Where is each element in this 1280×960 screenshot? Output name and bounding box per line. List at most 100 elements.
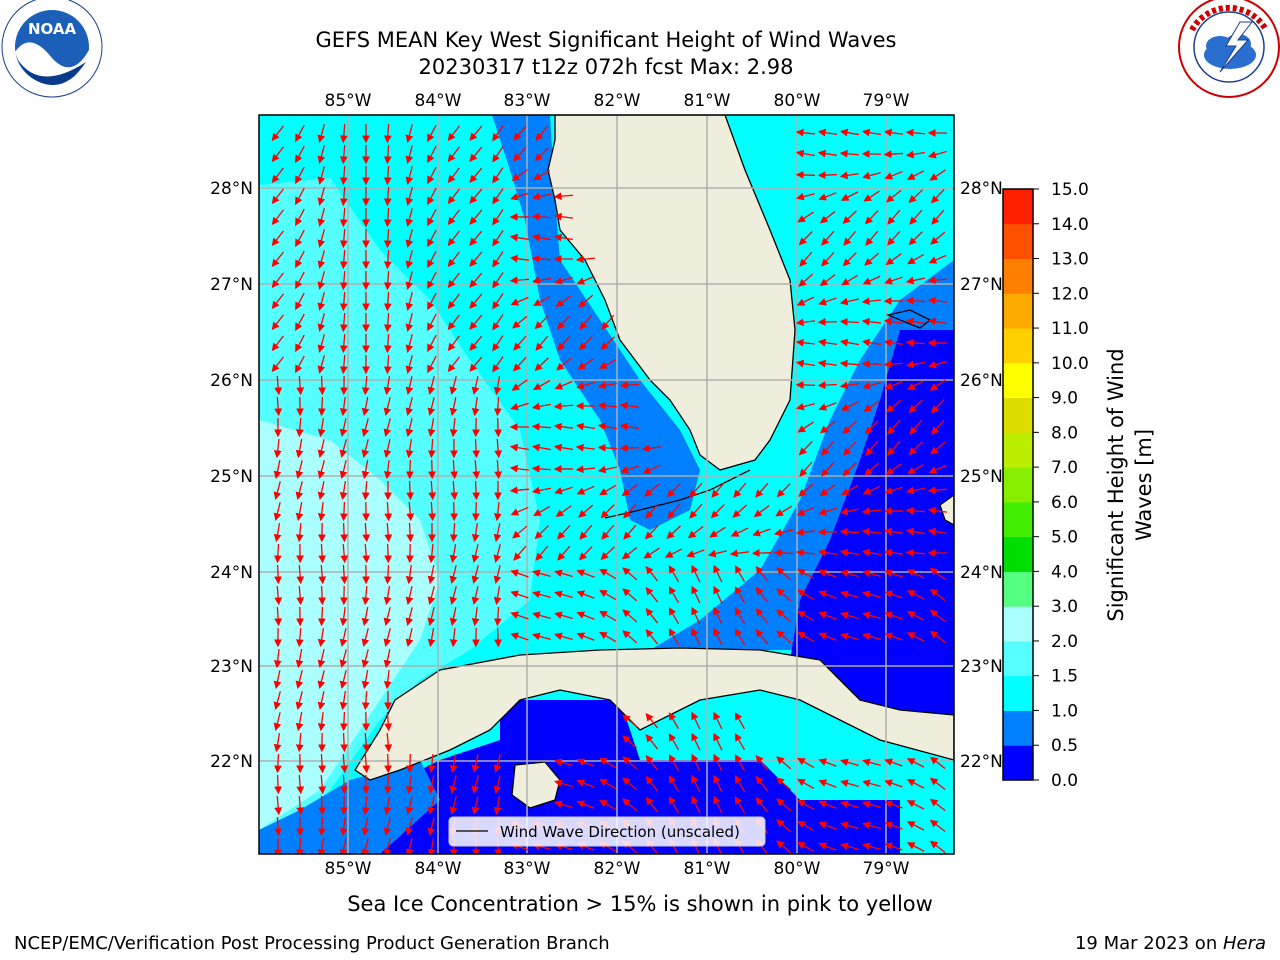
wave-direction-arrow	[734, 733, 746, 751]
wave-direction-arrow	[339, 396, 348, 417]
wave-direction-arrow	[884, 800, 903, 809]
wave-direction-arrow	[510, 402, 529, 411]
wave-direction-arrow	[493, 754, 502, 773]
colorbar-segment	[1003, 640, 1033, 677]
lon-label: 83°W	[504, 91, 551, 111]
colorbar-segment	[1003, 328, 1033, 364]
wave-direction-arrow	[509, 486, 530, 495]
wave-direction-arrow	[512, 525, 528, 539]
wave-direction-arrow	[339, 270, 348, 291]
wave-direction-arrow	[274, 795, 283, 816]
wave-direction-arrow	[339, 691, 348, 711]
wave-direction-arrow	[668, 754, 680, 772]
wave-direction-arrow	[450, 480, 459, 501]
colorbar-tick-label: 14.0	[1051, 215, 1089, 235]
wave-direction-arrow	[447, 251, 460, 268]
wave-direction-arrow	[450, 501, 458, 522]
wave-direction-arrow	[405, 250, 414, 269]
wave-direction-arrow	[427, 145, 437, 164]
wave-direction-arrow	[928, 150, 947, 159]
wave-direction-arrow	[755, 775, 769, 792]
wave-direction-arrow	[557, 524, 571, 540]
wave-direction-arrow	[361, 690, 370, 711]
wave-direction-arrow	[773, 528, 793, 537]
wave-direction-arrow	[383, 207, 392, 228]
wave-direction-arrow	[318, 564, 327, 585]
wave-direction-arrow	[428, 480, 437, 501]
wave-direction-arrow	[317, 418, 326, 438]
footer-credit: NCEP/EMC/Verification Post Processing Pr…	[14, 933, 610, 954]
wave-direction-arrow	[339, 838, 348, 854]
wave-direction-arrow	[553, 233, 573, 242]
wave-direction-arrow	[534, 357, 549, 372]
wave-direction-arrow	[361, 397, 370, 417]
wave-direction-arrow	[383, 628, 392, 647]
wave-direction-arrow	[494, 627, 502, 648]
wave-direction-arrow	[383, 564, 392, 585]
wave-direction-arrow	[317, 271, 326, 290]
wave-direction-arrow	[295, 691, 304, 710]
wave-direction-arrow	[271, 356, 285, 373]
wave-direction-arrow	[907, 463, 925, 475]
wave-direction-arrow	[383, 796, 392, 816]
wave-direction-arrow	[406, 459, 414, 480]
wave-direction-arrow	[427, 187, 437, 206]
colorbar-tick-label: 2.0	[1051, 632, 1078, 652]
wave-direction-arrow	[578, 504, 594, 518]
wave-direction-arrow	[471, 523, 480, 543]
wave-direction-arrow	[471, 754, 480, 774]
wave-direction-arrow	[361, 795, 370, 816]
wave-direction-arrow	[795, 359, 815, 368]
wave-direction-arrow	[645, 775, 659, 792]
wave-direction-arrow	[383, 123, 392, 144]
wave-direction-arrow	[713, 606, 723, 625]
wave-direction-arrow	[884, 569, 903, 578]
wave-direction-arrow	[447, 356, 460, 373]
wave-direction-arrow	[271, 230, 285, 247]
wave-direction-arrow	[492, 167, 504, 184]
wave-direction-arrow	[295, 670, 304, 689]
nws-logo	[1178, 0, 1280, 98]
wave-direction-arrow	[905, 486, 925, 495]
wave-direction-arrow	[840, 842, 859, 851]
wave-direction-arrow	[861, 297, 882, 306]
wave-direction-arrow	[469, 188, 483, 204]
wave-direction-arrow	[295, 124, 305, 143]
wave-direction-arrow	[295, 837, 304, 854]
wave-direction-arrow	[531, 443, 551, 452]
wave-direction-arrow	[818, 842, 837, 851]
chart-subtitle: 20230317 t12z 072h fcst Max: 2.98	[418, 55, 794, 79]
colorbar-tick-label: 1.0	[1051, 701, 1078, 721]
wave-direction-arrow	[472, 480, 481, 501]
wave-direction-arrow	[645, 586, 659, 603]
wave-direction-arrow	[929, 609, 946, 623]
wave-direction-arrow	[556, 357, 572, 371]
wave-direction-arrow	[796, 296, 815, 306]
wave-direction-arrow	[642, 464, 661, 474]
wave-direction-arrow	[776, 840, 792, 854]
colorbar-tick-label: 1.5	[1051, 667, 1078, 687]
wave-direction-arrow	[817, 149, 837, 158]
wave-direction-arrow	[339, 816, 348, 837]
wave-direction-arrow	[863, 190, 880, 202]
wave-direction-arrow	[295, 481, 304, 500]
wave-direction-arrow	[384, 732, 393, 753]
wave-direction-arrow	[909, 419, 923, 435]
wave-direction-arrow	[513, 545, 527, 561]
wave-direction-arrow	[361, 439, 370, 458]
colorbar-segment	[1003, 745, 1033, 781]
wave-direction-arrow	[906, 632, 925, 642]
wave-direction-arrow	[623, 503, 637, 519]
noaa-logo: NOAA	[1, 0, 103, 98]
wave-direction-arrow	[383, 586, 392, 606]
wave-direction-arrow	[494, 417, 502, 438]
wave-direction-arrow	[449, 754, 458, 774]
wave-direction-arrow	[906, 758, 925, 768]
lat-labels-left: 22°N 23°N 24°N 25°N 26°N 27°N 28°N	[210, 179, 253, 772]
wave-direction-arrow	[798, 231, 813, 246]
wave-direction-arrow	[668, 712, 680, 730]
wave-direction-arrow	[905, 506, 926, 515]
wave-direction-arrow	[405, 564, 414, 585]
wave-direction-arrow	[340, 732, 349, 753]
wave-direction-arrow	[907, 253, 925, 265]
